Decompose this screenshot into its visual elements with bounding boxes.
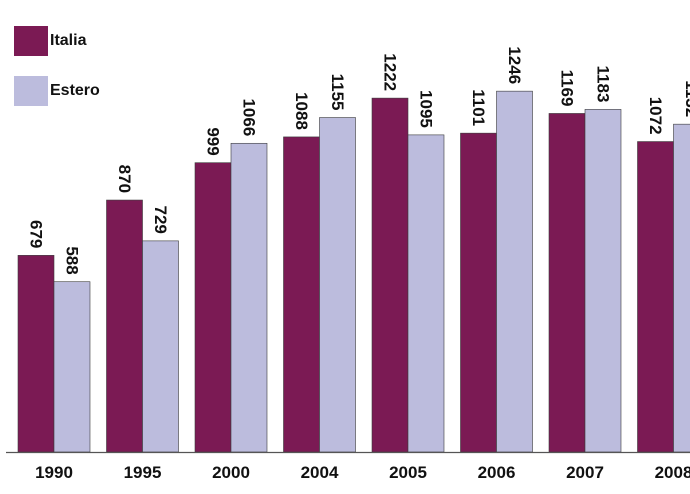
bar-estero-2008 [673,123,690,453]
value-label-estero-2008: 1132 [682,80,690,117]
bar-estero-2006 [496,90,533,453]
value-label-estero-2004: 1155 [328,74,347,111]
value-label-estero-2000: 1066 [240,98,259,136]
value-label-italia-2008: 1072 [646,97,665,135]
value-label-italia-2004: 1088 [292,92,311,130]
x-tick-label-2005: 2005 [389,463,427,482]
bar-estero-2007 [584,109,622,453]
x-tick-label-2006: 2006 [478,463,516,482]
bar-estero-1990 [53,281,91,453]
value-label-estero-1995: 729 [151,206,170,234]
bar-italia-2004 [283,136,320,453]
bar-italia-2005 [371,97,409,453]
bar-italia-1990 [17,255,55,453]
x-tick-label-2000: 2000 [212,463,250,482]
bar-italia-2000 [194,162,232,453]
value-label-estero-2006: 1246 [505,46,524,84]
bar-estero-2000 [230,142,268,453]
bar-italia-2007 [548,113,586,453]
legend-item-estero: Estero [14,76,100,106]
legend-label-estero: Estero [50,82,100,99]
legend: Italia Estero [14,26,100,126]
bar-estero-2004 [319,117,356,453]
x-tick-label-1990: 1990 [35,463,73,482]
legend-label-italia: Italia [50,32,87,49]
value-label-estero-2005: 1095 [417,90,436,128]
bar-italia-2008 [637,141,674,453]
value-label-italia-2006: 1101 [469,89,488,126]
value-label-italia-1995: 870 [115,165,134,193]
legend-swatch-italia [14,26,48,56]
value-labels-layer: 679 588 870 729 999 1066 1088 1155 1222 1095 1101 1… [27,46,690,274]
value-label-italia-2007: 1169 [558,70,577,107]
value-label-italia-2005: 1222 [381,53,400,91]
x-axis: 1990 1995 2000 2004 2005 2006 2007 2008 [6,451,690,482]
value-label-italia-1990: 679 [27,220,46,248]
x-tick-label-2008: 2008 [655,463,690,482]
value-label-italia-2000: 999 [204,127,223,155]
legend-item-italia: Italia [14,26,100,56]
x-tick-label-1995: 1995 [124,463,162,482]
bar-italia-2006 [460,132,497,453]
bars-layer [17,90,690,453]
x-tick-label-2007: 2007 [566,463,604,482]
bar-estero-1995 [142,240,179,453]
value-label-estero-1990: 588 [63,246,82,274]
value-label-estero-2007: 1183 [594,66,613,103]
bar-italia-1995 [106,199,143,453]
x-tick-label-2004: 2004 [301,463,339,482]
bar-estero-2005 [407,134,445,453]
legend-swatch-estero [14,76,48,106]
